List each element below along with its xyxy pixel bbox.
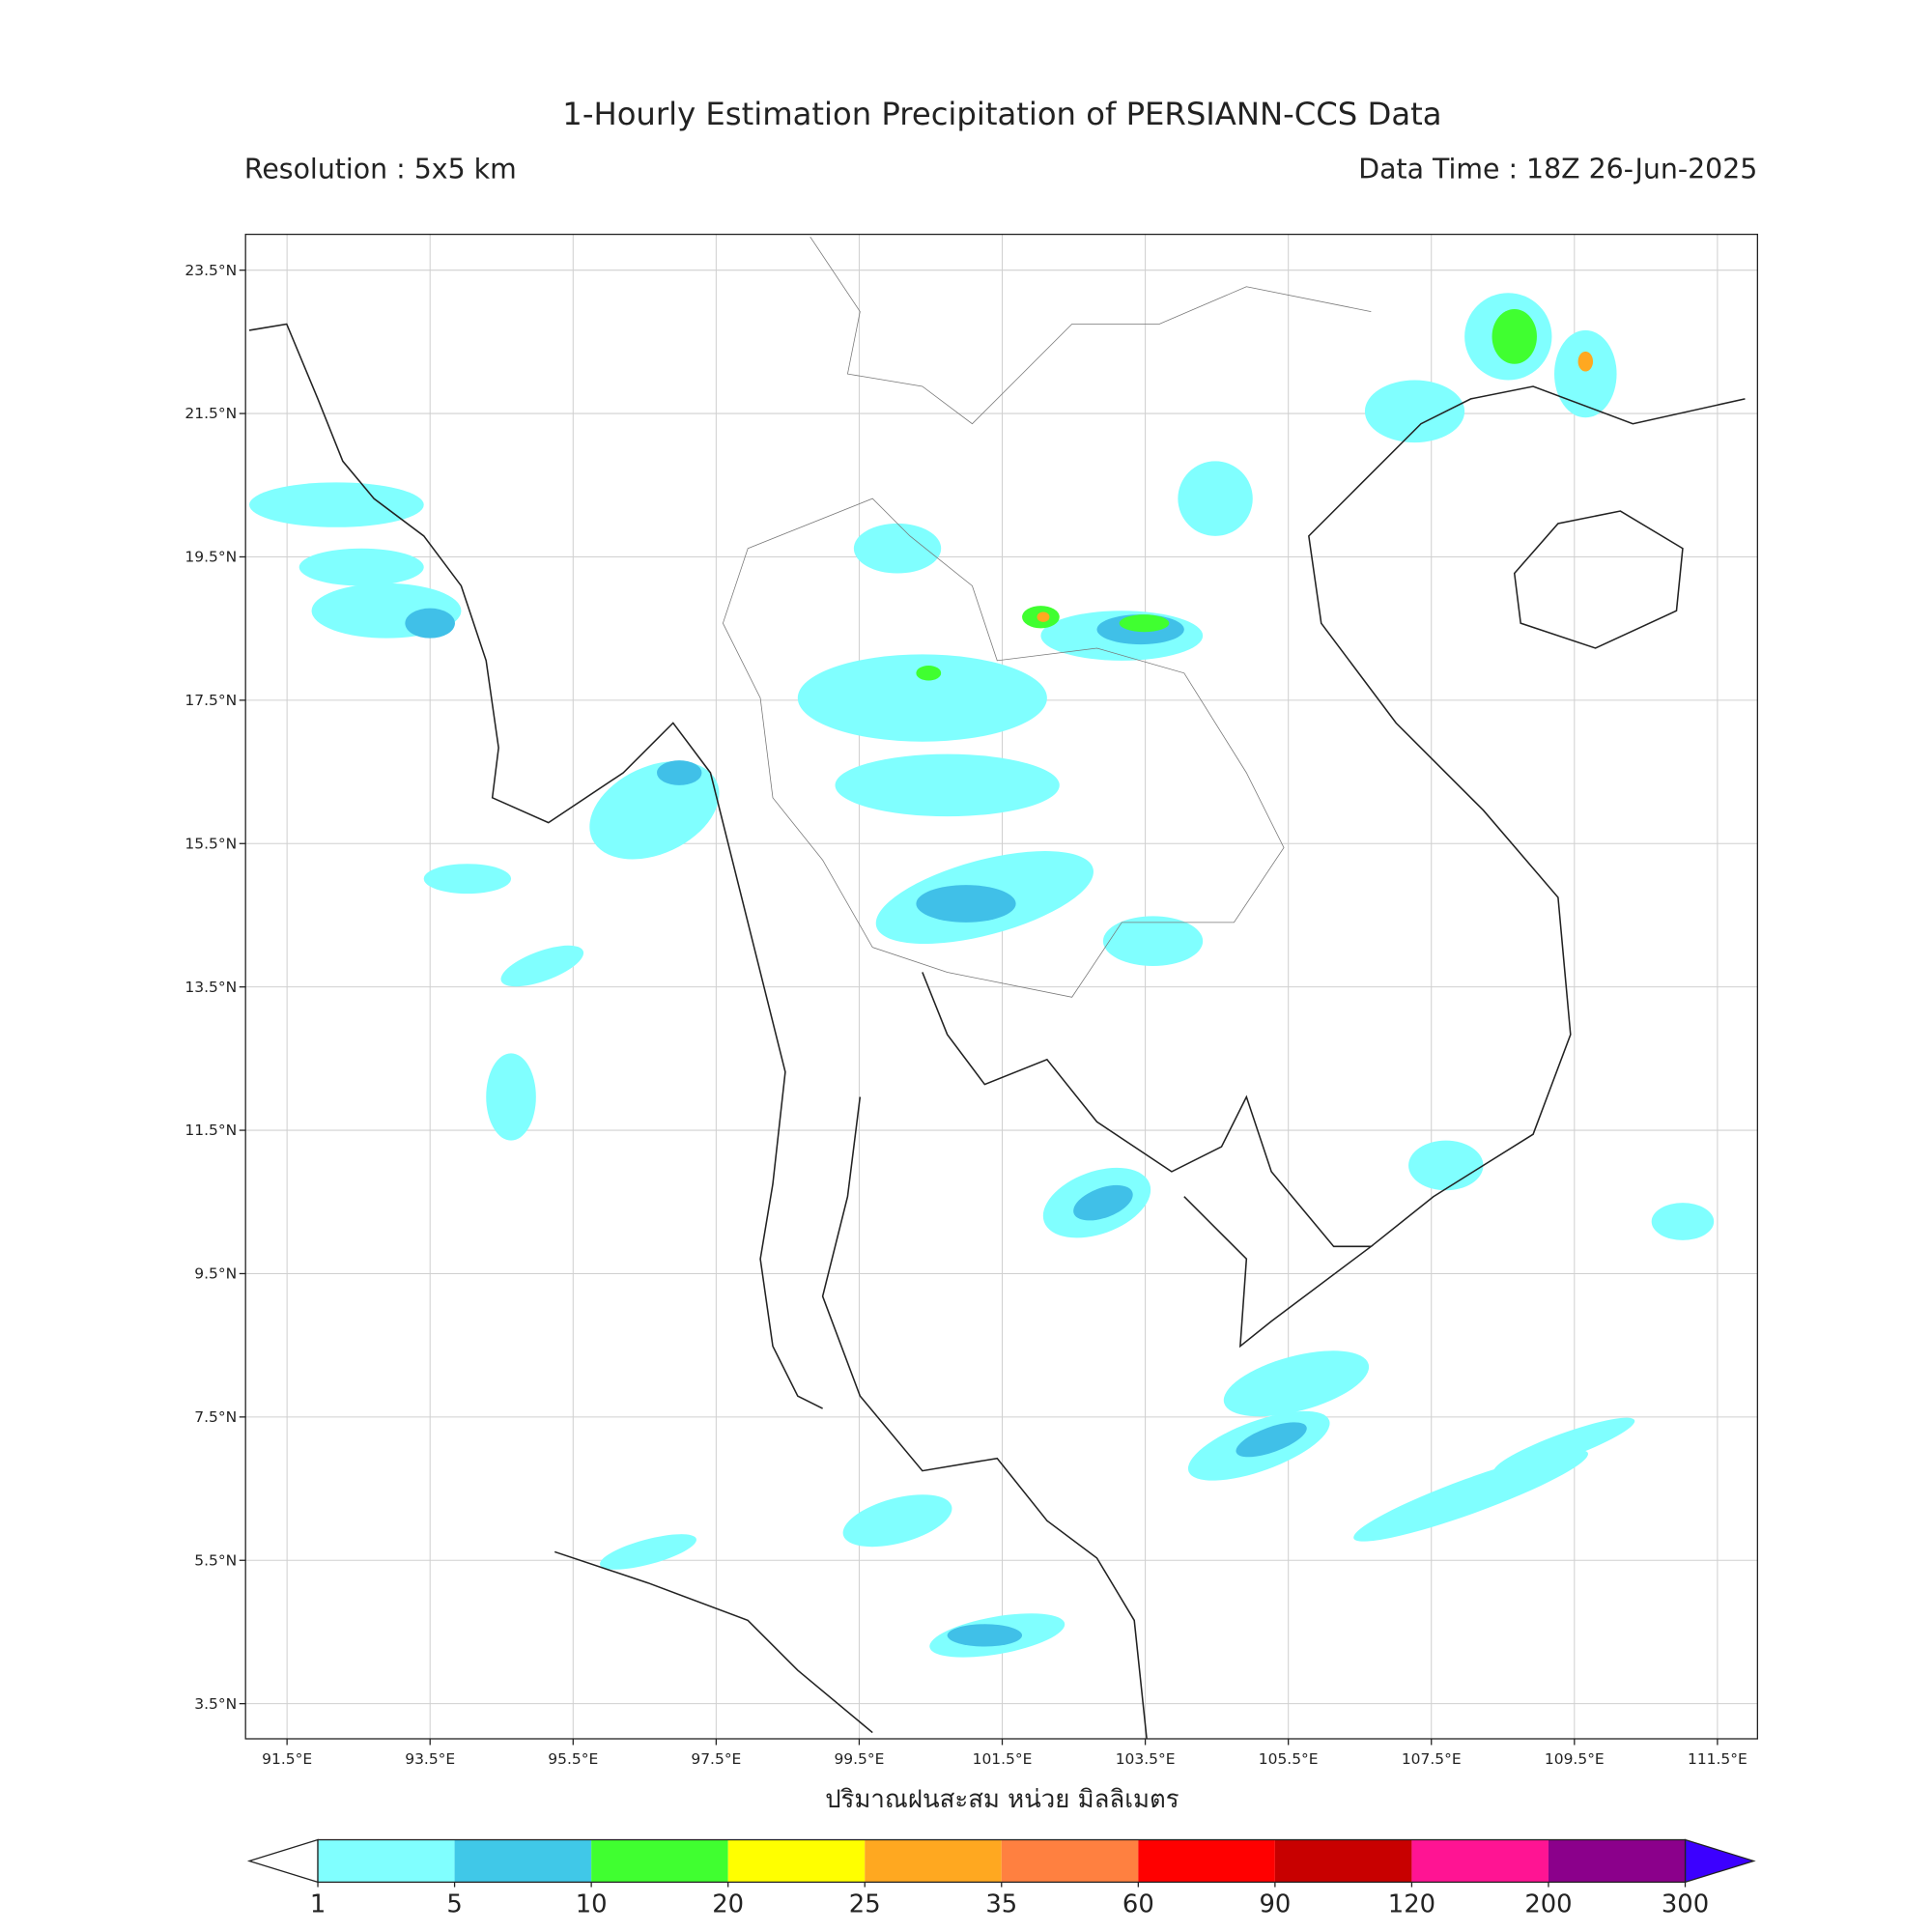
- colorbar-segment: [591, 1839, 728, 1883]
- rain-area: [1408, 1140, 1484, 1191]
- y-tick-label: 21.5°N: [185, 405, 237, 422]
- rain-area: [589, 760, 720, 860]
- coastline: [248, 323, 823, 1409]
- rain-area: [500, 945, 584, 987]
- rain-area: [1492, 309, 1537, 364]
- rain-area: [1554, 329, 1617, 418]
- coastline: [1308, 385, 1746, 1247]
- colorbar-label: 60: [1122, 1889, 1154, 1918]
- colorbar-segment: [1138, 1839, 1275, 1883]
- colorbar-segment: [727, 1839, 866, 1883]
- rain-area: [600, 1534, 696, 1570]
- colorbar-segment: [1411, 1839, 1548, 1883]
- border-line: [722, 497, 1285, 998]
- coastlines: [248, 236, 1746, 1740]
- colorbar-over: [1684, 1838, 1756, 1884]
- coastline: [821, 1096, 1148, 1740]
- y-tick-label: 13.5°N: [185, 979, 237, 996]
- y-tick-label: 17.5°N: [185, 692, 237, 709]
- rain-area: [947, 1624, 1023, 1647]
- rain-area: [1073, 1184, 1133, 1221]
- x-tick-label: 107.5°E: [1402, 1750, 1462, 1768]
- title: 1-Hourly Estimation Precipitation of PER…: [562, 96, 1441, 132]
- rain-area: [1353, 1450, 1588, 1542]
- colorbar-label: 120: [1388, 1889, 1435, 1918]
- rain-area: [486, 1053, 536, 1141]
- x-tick-label: 97.5°E: [691, 1750, 741, 1768]
- colorbar-label: 10: [576, 1889, 608, 1918]
- x-tick-label: 109.5°E: [1545, 1750, 1605, 1768]
- x-tick-label: 111.5°E: [1688, 1750, 1747, 1768]
- rain-area: [657, 760, 702, 785]
- colorbar-label: 20: [712, 1889, 744, 1918]
- rain-area: [797, 654, 1047, 742]
- colorbar-label: 200: [1524, 1889, 1572, 1918]
- rain-area: [1178, 461, 1253, 536]
- x-tick-label: 105.5°E: [1259, 1750, 1319, 1768]
- coastline: [922, 972, 1374, 1349]
- colorbar-label: 25: [849, 1889, 881, 1918]
- x-tick-label: 91.5°E: [262, 1750, 312, 1768]
- rain-area: [1651, 1203, 1715, 1240]
- y-tick-label: 3.5°N: [194, 1695, 237, 1713]
- x-axis-label: ปริมาณฝนสะสม หน่วย มิลลิเมตร: [825, 1785, 1179, 1814]
- rain-area: [1119, 614, 1170, 633]
- colorbar-segment: [318, 1839, 455, 1883]
- rain-area: [1364, 380, 1465, 443]
- colorbar-segment: [1001, 1839, 1139, 1883]
- rain-field: [249, 293, 1715, 1658]
- rain-area: [853, 523, 942, 574]
- colorbar-label: 35: [985, 1889, 1017, 1918]
- rain-area: [1037, 611, 1050, 622]
- colorbar-under: [246, 1838, 319, 1884]
- rain-area: [423, 864, 512, 895]
- coastline: [554, 1550, 873, 1734]
- x-tick-label: 93.5°E: [405, 1750, 455, 1768]
- colorbar-label: 300: [1662, 1889, 1709, 1918]
- rain-area: [298, 548, 424, 586]
- data-time: Data Time : 18Z 26-Jun-2025: [1358, 154, 1757, 185]
- ticks: 91.5°E 93.5°E 95.5°E 97.5°E 99.5°E 101.5°E 103…: [185, 262, 1747, 1768]
- border-line: [810, 236, 1372, 425]
- rain-area: [842, 1494, 952, 1548]
- y-tick-label: 11.5°N: [185, 1122, 237, 1139]
- rain-area: [1577, 351, 1594, 372]
- colorbar-segment: [865, 1839, 1002, 1883]
- y-tick-label: 19.5°N: [185, 549, 237, 566]
- rain-area: [249, 482, 424, 527]
- coastline: [1513, 510, 1684, 649]
- y-tick-label: 15.5°N: [185, 835, 237, 852]
- rain-area: [1102, 916, 1204, 966]
- colorbar-label: 90: [1259, 1889, 1291, 1918]
- rain-area: [916, 666, 942, 681]
- x-tick-label: 103.5°E: [1116, 1750, 1176, 1768]
- colorbar-label: 5: [446, 1889, 462, 1918]
- y-tick-label: 23.5°N: [185, 262, 237, 279]
- y-tick-label: 9.5°N: [194, 1265, 237, 1283]
- rain-area: [405, 608, 455, 639]
- colorbar-segment: [1274, 1839, 1412, 1883]
- map-area: 91.5°E 93.5°E 95.5°E 97.5°E 99.5°E 101.5°E 103…: [185, 233, 1758, 1768]
- rain-area: [1223, 1350, 1370, 1417]
- colorbar-segment: [1548, 1839, 1686, 1883]
- x-tick-label: 99.5°E: [834, 1750, 884, 1768]
- rain-area: [1493, 1417, 1635, 1474]
- y-tick-label: 7.5°N: [194, 1408, 237, 1426]
- y-tick-label: 5.5°N: [194, 1551, 237, 1569]
- resolution: Resolution : 5x5 km: [244, 154, 517, 185]
- x-tick-label: 101.5°E: [973, 1750, 1033, 1768]
- rain-area: [916, 885, 1016, 923]
- rain-area: [835, 753, 1060, 817]
- x-tick-label: 95.5°E: [548, 1750, 598, 1768]
- colorbar: 1 5 10 20 25 35 60 90 120 200 300: [246, 1838, 1756, 1918]
- colorbar-label: 1: [310, 1889, 326, 1918]
- colorbar-segment: [454, 1839, 592, 1883]
- rain-area: [1236, 1422, 1307, 1458]
